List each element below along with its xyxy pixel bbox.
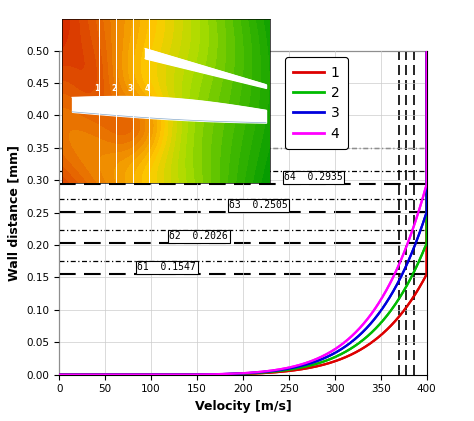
3 bbox=[419, 223, 425, 228]
3 bbox=[56, 372, 62, 377]
Legend: 1, 2, 3, 4: 1, 2, 3, 4 bbox=[285, 57, 348, 149]
3 bbox=[424, 48, 429, 53]
Text: 3: 3 bbox=[128, 84, 133, 93]
Line: 3: 3 bbox=[59, 51, 427, 375]
Y-axis label: Wall distance [mm]: Wall distance [mm] bbox=[8, 144, 21, 281]
Text: 4: 4 bbox=[145, 84, 150, 93]
4 bbox=[316, 356, 321, 361]
2 bbox=[424, 215, 429, 220]
Line: 1: 1 bbox=[59, 51, 427, 375]
1 bbox=[56, 372, 62, 377]
3 bbox=[424, 57, 429, 62]
1 bbox=[424, 117, 429, 122]
2 bbox=[424, 57, 429, 62]
1 bbox=[424, 48, 429, 53]
3 bbox=[321, 356, 327, 361]
Text: δ4  0.2935: δ4 0.2935 bbox=[284, 173, 343, 182]
X-axis label: Velocity [m/s]: Velocity [m/s] bbox=[194, 400, 292, 413]
1 bbox=[424, 215, 429, 220]
Text: δ2  0.2026: δ2 0.2026 bbox=[170, 232, 228, 241]
1 bbox=[340, 356, 346, 361]
3 bbox=[422, 215, 428, 220]
3 bbox=[424, 58, 429, 63]
3 bbox=[424, 117, 429, 122]
Text: δ1  0.1547: δ1 0.1547 bbox=[137, 262, 196, 272]
4 bbox=[411, 223, 417, 228]
2 bbox=[56, 372, 62, 377]
Text: δ3  0.2505: δ3 0.2505 bbox=[229, 200, 288, 210]
Line: 2: 2 bbox=[59, 51, 427, 375]
2 bbox=[424, 223, 429, 228]
4 bbox=[414, 215, 419, 220]
Text: 2: 2 bbox=[111, 84, 117, 93]
4 bbox=[424, 117, 429, 122]
Line: 4: 4 bbox=[59, 51, 427, 375]
1 bbox=[424, 223, 429, 228]
2 bbox=[424, 58, 429, 63]
4 bbox=[424, 57, 429, 62]
2 bbox=[329, 356, 335, 361]
2 bbox=[424, 48, 429, 53]
2 bbox=[424, 117, 429, 122]
4 bbox=[424, 48, 429, 53]
1 bbox=[424, 58, 429, 63]
Text: 1: 1 bbox=[94, 84, 100, 93]
4 bbox=[424, 58, 429, 63]
4 bbox=[56, 372, 62, 377]
1 bbox=[424, 57, 429, 62]
